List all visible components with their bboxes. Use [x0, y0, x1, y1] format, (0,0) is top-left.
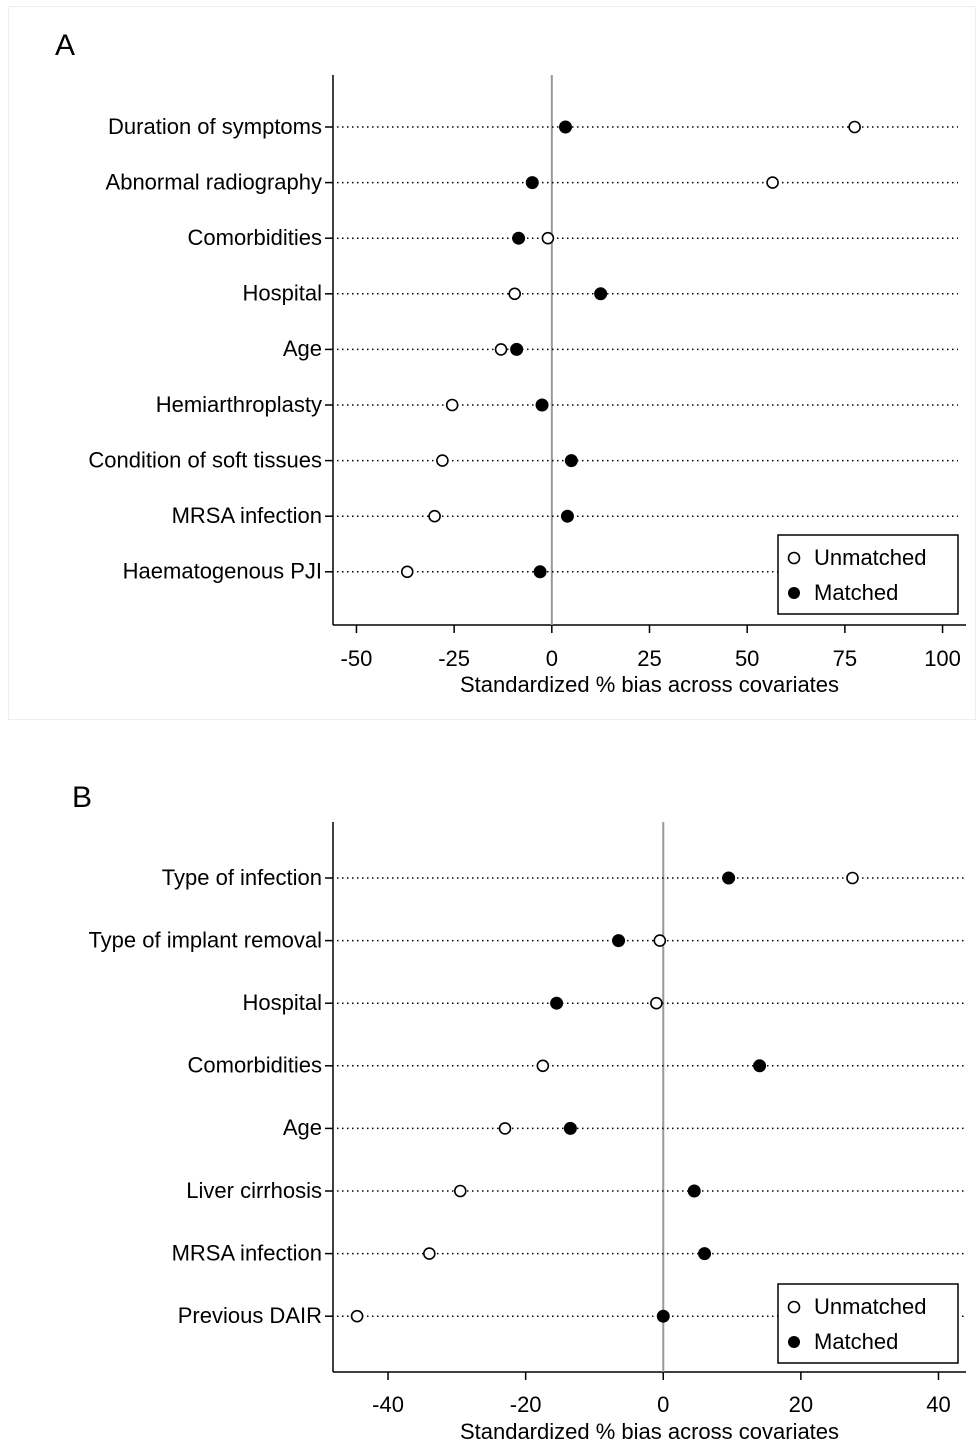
unmatched-point	[494, 343, 508, 356]
matched-point	[698, 1247, 712, 1261]
x-tick-label: -25	[438, 646, 470, 671]
y-category-label: Hemiarthroplasty	[156, 392, 322, 417]
matched-point	[722, 871, 736, 885]
x-tick-label: 0	[546, 646, 558, 671]
legend-box	[777, 534, 959, 615]
x-tick-label: -40	[372, 1392, 404, 1417]
y-category-label: Type of infection	[162, 865, 322, 890]
y-category-label: Hospital	[243, 281, 322, 306]
unmatched-point	[536, 1059, 550, 1073]
unmatched-point	[445, 398, 459, 412]
legend-label-unmatched: Unmatched	[814, 545, 927, 570]
unmatched-point	[848, 120, 861, 134]
legend-marker-matched	[788, 1336, 800, 1348]
unmatched-point	[541, 231, 555, 245]
y-category-label: MRSA infection	[172, 1240, 322, 1265]
matched-point	[533, 565, 547, 579]
unmatched-point	[350, 1309, 364, 1323]
matched-point	[563, 1121, 577, 1135]
legend-marker-matched	[788, 587, 800, 599]
y-category-label: Liver cirrhosis	[186, 1178, 322, 1203]
legend-marker-unmatched	[787, 551, 801, 565]
matched-point	[550, 996, 564, 1010]
x-tick-label: 40	[926, 1392, 950, 1417]
x-tick-label: 25	[637, 646, 661, 671]
y-category-label: Previous DAIR	[178, 1303, 322, 1328]
matched-point	[564, 454, 578, 468]
unmatched-point	[423, 1247, 436, 1260]
matched-point	[510, 342, 524, 356]
unmatched-point	[428, 509, 441, 523]
y-category-label: Age	[283, 1115, 322, 1140]
unmatched-point	[650, 996, 663, 1010]
panel-a: A -50 -25 0 25 50 75 100 Standardized % bias acr…	[55, 29, 966, 697]
x-tick-label: 50	[735, 646, 759, 671]
y-category-label: Condition of soft tissues	[88, 447, 322, 472]
matched-point	[594, 287, 608, 301]
y-category-label: Haematogenous PJI	[123, 559, 322, 584]
y-category-label: Type of implant removal	[88, 927, 322, 952]
y-category-label: Comorbidities	[188, 1053, 323, 1078]
y-category-label: Hospital	[243, 990, 322, 1015]
x-axis-title: Standardized % bias across covariates	[460, 1419, 839, 1440]
x-tick-label: 75	[833, 646, 857, 671]
matched-point	[687, 1184, 701, 1198]
unmatched-point	[653, 934, 667, 947]
unmatched-point	[766, 176, 779, 189]
unmatched-point	[400, 565, 414, 579]
panel-label: B	[72, 781, 92, 814]
unmatched-point	[436, 454, 449, 467]
x-tick-label: -20	[510, 1392, 542, 1417]
y-category-label: MRSA infection	[172, 503, 322, 528]
unmatched-point	[508, 287, 521, 301]
panel-a-frame	[8, 6, 976, 720]
matched-point	[560, 509, 574, 523]
panel-label: A	[55, 29, 75, 62]
unmatched-point	[453, 1184, 467, 1198]
panel-b: B -40 -20 0 20 40 Standardized % bias across c…	[72, 781, 966, 1440]
legend-label-matched: Matched	[814, 1329, 898, 1354]
legend-box	[777, 1283, 959, 1364]
matched-point	[612, 934, 626, 948]
x-tick-label: 0	[657, 1392, 669, 1417]
matched-point	[535, 398, 549, 412]
matched-point	[753, 1059, 767, 1073]
unmatched-point	[846, 871, 859, 885]
x-axis-title: Standardized % bias across covariates	[460, 672, 839, 697]
x-tick-label: 100	[924, 646, 961, 671]
y-category-label: Age	[283, 336, 322, 361]
matched-point	[558, 120, 572, 134]
matched-point	[512, 231, 526, 245]
matched-point	[525, 176, 539, 190]
legend-marker-unmatched	[787, 1300, 801, 1314]
legend-label-unmatched: Unmatched	[814, 1294, 927, 1319]
legend: Unmatched Matched	[777, 534, 959, 615]
legend-label-matched: Matched	[814, 580, 898, 605]
unmatched-point	[498, 1122, 512, 1135]
x-tick-label: -50	[341, 646, 373, 671]
y-category-label: Duration of symptoms	[108, 114, 322, 139]
matched-point	[656, 1309, 670, 1323]
x-tick-label: 20	[789, 1392, 813, 1417]
legend: Unmatched Matched	[777, 1283, 959, 1364]
y-category-label: Abnormal radiography	[106, 169, 322, 194]
y-category-label: Comorbidities	[188, 225, 323, 250]
